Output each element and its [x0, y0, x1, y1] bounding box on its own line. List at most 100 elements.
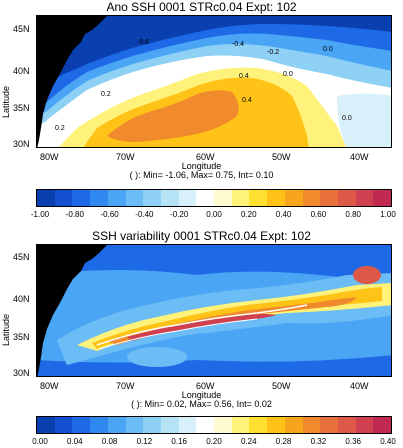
panel1-lat-tick: 30N — [13, 139, 30, 149]
colorbar-swatch — [214, 417, 232, 433]
colorbar-swatch — [373, 417, 392, 433]
contour-label: 0.4 — [242, 97, 252, 104]
colorbar-swatch — [143, 190, 161, 206]
colorbar-swatch — [143, 417, 161, 433]
panel2-lat-tick: 35N — [13, 332, 30, 342]
panel1-lat-tick: 40N — [13, 66, 30, 76]
panel1-lon-tick: 40W — [350, 152, 369, 162]
panel2-xlabel: Longitude — [181, 390, 222, 400]
panel2-lon-tick: 60W — [196, 381, 215, 391]
colorbar-tick-label: -0.60 — [100, 210, 119, 219]
contour-label: 0.0 — [323, 46, 333, 53]
colorbar-tick-label: 0.20 — [206, 437, 222, 446]
colorbar-swatch — [54, 417, 73, 433]
colorbar-swatch — [160, 417, 179, 433]
panel2-colorbar — [36, 416, 392, 434]
contour-label: -0.2 — [267, 49, 279, 56]
colorbar-swatch — [160, 190, 179, 206]
colorbar-swatch — [72, 190, 91, 206]
colorbar-tick-label: 0.20 — [241, 210, 257, 219]
panel2-ylabel: Latitude — [1, 313, 11, 346]
colorbar-swatch — [267, 190, 285, 206]
panel1-lat-tick: 45N — [13, 24, 30, 34]
colorbar-tick-label: 0.36 — [345, 437, 361, 446]
colorbar-swatch — [302, 190, 321, 206]
colorbar-swatch — [249, 417, 268, 433]
panel2-lon-tick: 80W — [40, 381, 59, 391]
colorbar-tick-label: -1.00 — [30, 210, 50, 219]
colorbar-tick-label: 0.60 — [310, 210, 327, 219]
colorbar-tick-label: 1.00 — [380, 210, 396, 219]
contour-label: 0.2 — [101, 91, 111, 98]
panel2-lat-tick: 40N — [13, 294, 30, 304]
colorbar-swatch — [90, 417, 108, 433]
panel1-lon-tick: 70W — [116, 152, 135, 162]
colorbar-swatch — [178, 417, 197, 433]
colorbar-tick-label: 0.12 — [136, 437, 153, 446]
panel2-stats: ( ): Min= 0.02, Max= 0.56, Int= 0.02 — [131, 399, 272, 409]
colorbar-swatch — [196, 417, 215, 433]
colorbar-swatch — [320, 417, 338, 433]
panel1-lon-tick: 50W — [272, 152, 291, 162]
panel1-xlabel: Longitude — [181, 161, 222, 171]
panel2-ssh-variability-map — [36, 244, 392, 377]
colorbar-swatch — [54, 190, 73, 206]
colorbar-tick-label: 0.04 — [67, 437, 83, 446]
contour-label: -0.4 — [232, 41, 244, 48]
colorbar-swatch — [37, 417, 55, 433]
contour-label: 0.4 — [239, 73, 249, 80]
colorbar-swatch — [284, 190, 303, 206]
colorbar-tick-label: 0.00 — [32, 437, 48, 446]
colorbar-tick-label: 0.00 — [206, 210, 222, 219]
colorbar-swatch — [37, 190, 55, 206]
colorbar-tick-label: 0.16 — [171, 437, 187, 446]
colorbar-swatch — [284, 417, 303, 433]
colorbar-swatch — [320, 190, 338, 206]
colorbar-swatch — [107, 417, 126, 433]
panel1-ssh-anomaly-map: -0.6 -0.4 -0.2 0.0 0.2 0.4 0.4 0.0 0.0 0… — [36, 15, 392, 148]
panel1-ylabel: Latitude — [1, 85, 11, 118]
panel2-lat-tick: 30N — [13, 368, 30, 378]
panel2-lat-tick: 45N — [13, 252, 30, 262]
panel1-lon-tick: 80W — [40, 152, 59, 162]
panel2-lon-tick: 70W — [116, 381, 135, 391]
colorbar-swatch — [337, 417, 356, 433]
colorbar-swatch — [373, 190, 392, 206]
colorbar-tick-label: -0.40 — [135, 210, 154, 219]
colorbar-swatch — [90, 190, 108, 206]
colorbar-swatch — [231, 417, 250, 433]
panel1-map-svg: -0.6 -0.4 -0.2 0.0 0.2 0.4 0.4 0.0 0.0 0… — [37, 16, 391, 147]
colorbar-swatch — [337, 190, 356, 206]
colorbar-swatch — [125, 417, 144, 433]
colorbar-tick-label: 0.40 — [275, 210, 292, 219]
contour-label: -0.6 — [137, 39, 149, 46]
colorbar-swatch — [72, 417, 91, 433]
colorbar-swatch — [249, 190, 268, 206]
panel2-lon-tick: 40W — [350, 381, 369, 391]
panel1-lat-tick: 35N — [13, 103, 30, 113]
panel2-title: SSH variability 0001 STRc0.04 Expt: 102 — [92, 229, 311, 243]
contour-label: 0.0 — [283, 71, 293, 78]
colorbar-swatch — [355, 417, 374, 433]
colorbar-swatch — [178, 190, 197, 206]
panel1-lon-tick: 60W — [196, 152, 215, 162]
contour-label: 0.0 — [342, 115, 352, 122]
colorbar-tick-label: 0.24 — [241, 437, 257, 446]
colorbar-tick-label: 0.40 — [380, 437, 396, 446]
colorbar-swatch — [196, 190, 215, 206]
colorbar-swatch — [231, 190, 250, 206]
colorbar-swatch — [107, 190, 126, 206]
panel2-map-svg — [37, 245, 391, 376]
colorbar-swatch — [125, 190, 144, 206]
panel2-lon-tick: 50W — [272, 381, 291, 391]
colorbar-swatch — [302, 417, 321, 433]
colorbar-tick-label: 0.08 — [101, 437, 118, 446]
colorbar-tick-label: -0.80 — [65, 210, 84, 219]
contour-label: 0.2 — [55, 125, 65, 132]
colorbar-swatch — [267, 417, 285, 433]
colorbar-swatch — [214, 190, 232, 206]
colorbar-tick-label: 0.32 — [310, 437, 327, 446]
colorbar-tick-label: 0.80 — [345, 210, 361, 219]
colorbar-tick-label: 0.28 — [275, 437, 292, 446]
colorbar-swatch — [355, 190, 374, 206]
